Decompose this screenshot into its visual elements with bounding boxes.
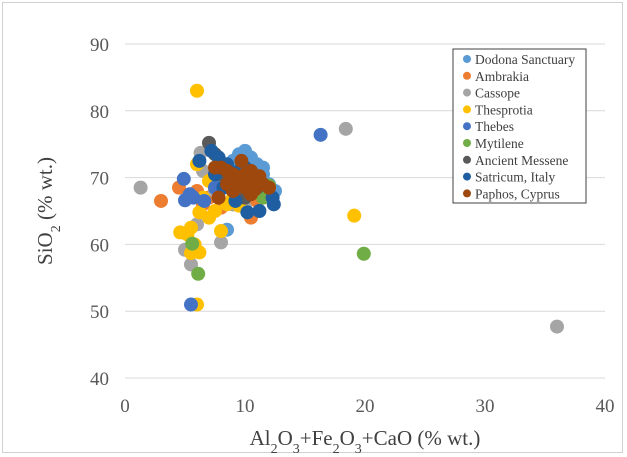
x-tick-label: 20	[356, 396, 375, 417]
legend-marker	[463, 71, 471, 80]
legend-marker	[463, 172, 471, 181]
data-point-series-2	[133, 180, 148, 195]
data-point-series-1	[154, 193, 168, 208]
legend-label: Paphos, Cyprus	[475, 186, 560, 201]
legend: Dodona Sanctuary Ambrakia CassopeThesproti…	[452, 48, 587, 204]
subscript: 2	[49, 225, 64, 232]
x-tick-label: 30	[476, 396, 495, 417]
data-point-series-3	[190, 83, 204, 98]
legend-label: Satricum, Italy	[475, 170, 555, 185]
legend-marker	[463, 88, 471, 97]
data-point-series-4	[313, 127, 328, 142]
data-point-series-2	[550, 319, 564, 334]
legend-marker	[463, 189, 471, 198]
data-point-series-5	[191, 266, 206, 281]
data-point-series-7	[266, 197, 281, 212]
y-tick-label: 40	[90, 369, 109, 390]
y-tick-label: 80	[90, 102, 109, 123]
data-point-series-8	[229, 175, 244, 190]
legend-marker	[463, 139, 471, 147]
legend-label: Ancient Messene	[475, 153, 568, 168]
y-tick-label: 90	[90, 35, 109, 56]
data-point-series-4	[197, 193, 212, 208]
data-point-series-4	[184, 297, 198, 312]
y-axis-title: SiO2 (% wt.)	[33, 157, 64, 265]
legend-marker	[463, 155, 471, 164]
y-tick-label: 70	[90, 169, 109, 190]
data-point-series-3	[208, 204, 222, 218]
data-point-series-8	[247, 182, 262, 197]
legend-marker	[463, 122, 471, 131]
legend-label: Thebes	[475, 119, 514, 134]
axis-title-part: O	[278, 426, 293, 450]
data-point-series-8	[211, 190, 226, 205]
x-axis-title: Al2O3+Fe2O3+CaO (% wt.)	[250, 426, 481, 457]
axis-title-part: Al	[250, 426, 271, 450]
axis-title-part: SiO	[33, 232, 57, 265]
y-tick-label: 50	[90, 302, 109, 323]
legend-box	[452, 48, 587, 204]
axis-title-part: O	[340, 426, 355, 450]
x-tick-label: 10	[236, 396, 255, 417]
data-point-series-4	[178, 193, 192, 208]
legend-label: Dodona Sanctuary	[475, 52, 575, 67]
data-point-series-2	[338, 121, 353, 136]
legend-label: Cassope	[475, 86, 520, 101]
axis-title-part: +CaO (% wt.)	[362, 426, 481, 450]
data-point-series-8	[234, 153, 249, 168]
data-point-series-8	[262, 180, 276, 195]
data-point-series-7	[252, 204, 267, 218]
data-points	[133, 83, 564, 334]
x-tick-label: 0	[120, 396, 130, 417]
x-tick-label: 40	[596, 396, 615, 417]
legend-marker	[463, 105, 471, 114]
data-point-series-8	[252, 169, 267, 184]
data-point-series-7	[240, 205, 255, 220]
data-point-series-3	[184, 220, 198, 235]
data-point-series-3	[347, 208, 362, 223]
subscript: 2	[333, 442, 340, 457]
data-point-series-2	[214, 235, 228, 250]
data-point-series-3	[214, 224, 228, 239]
legend-label: Ambrakia	[475, 69, 529, 84]
axis-title-part: +Fe	[300, 426, 333, 450]
legend-marker	[463, 55, 471, 63]
data-point-series-7	[192, 153, 207, 168]
legend-label: Thesprotia	[475, 102, 533, 117]
axis-title-part: (% wt.)	[33, 157, 57, 225]
data-point-series-5	[185, 236, 200, 251]
y-axis-title-group: SiO2 (% wt.)	[33, 157, 64, 265]
subscript: 2	[271, 442, 278, 457]
data-point-series-4	[176, 171, 191, 186]
y-tick-label: 60	[90, 235, 109, 256]
legend-label: Mytilene	[475, 136, 524, 151]
subscript: 3	[355, 442, 362, 457]
subscript: 3	[293, 442, 300, 457]
data-point-series-5	[356, 246, 371, 261]
